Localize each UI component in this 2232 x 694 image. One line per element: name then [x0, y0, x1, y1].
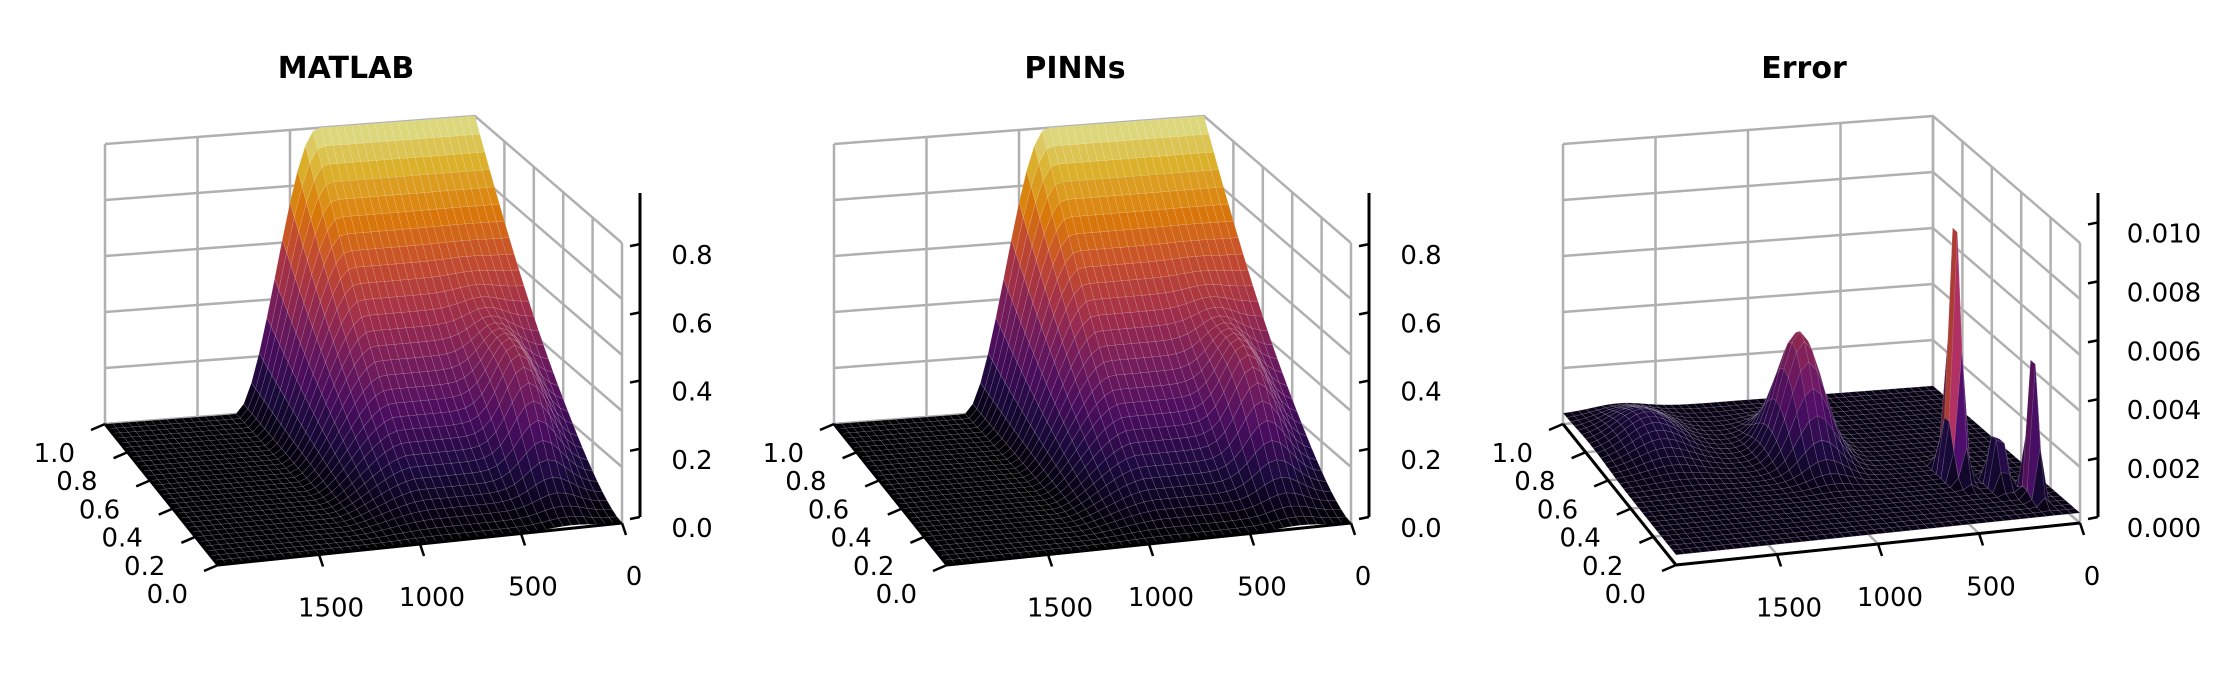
x-tick — [1661, 563, 1677, 573]
x-tick — [909, 535, 925, 544]
panel-matlab: 1500 1000 500 01.00.80.60.40.20.00.00.20.40… — [34, 51, 713, 624]
t-tick — [1147, 543, 1155, 557]
t-tick-label: 1500 — [1027, 594, 1093, 624]
t-tick-label: 1000 — [1857, 583, 1923, 613]
x-tick — [819, 422, 835, 432]
x-tick — [203, 563, 219, 573]
t-tick-label: 1500 — [298, 594, 364, 624]
z-tick-label: 0.4 — [1400, 378, 1441, 408]
z-tick-label: 0.004 — [2127, 396, 2201, 426]
x-tick — [1571, 451, 1587, 460]
x-tick-label: 0.4 — [830, 524, 871, 554]
t-tick — [418, 543, 426, 557]
t-tick-label: 500 — [1966, 573, 2016, 603]
x-tick — [864, 479, 880, 488]
x-tick — [842, 451, 858, 460]
z-tick-label: 0.8 — [671, 241, 712, 271]
x-tick-label: 0.4 — [1559, 524, 1600, 554]
x-tick-label: 0.6 — [79, 495, 120, 525]
x-tick-label: 0.2 — [853, 552, 894, 582]
t-tick — [1775, 554, 1783, 567]
z-tick — [629, 447, 641, 453]
x-tick — [1638, 535, 1654, 544]
t-tick — [1046, 554, 1054, 567]
x-tick — [1616, 507, 1632, 516]
z-tick — [629, 242, 641, 248]
t-tick — [519, 533, 527, 546]
t-tick — [2078, 522, 2086, 536]
t-tick-label: 1000 — [1128, 583, 1194, 613]
z-tick-label: 0.006 — [2127, 337, 2201, 367]
t-tick-label: 1500 — [1756, 594, 1822, 624]
x-tick-label: 0.8 — [785, 467, 826, 497]
x-tick-label: 0.8 — [56, 467, 97, 497]
axes: 1500 1000 500 01.00.80.60.40.20.00.00.20.40… — [34, 193, 713, 624]
surface — [1562, 227, 2081, 556]
surface — [104, 115, 623, 566]
x-tick — [180, 535, 196, 544]
x-tick-label: 0.2 — [124, 552, 165, 582]
x-tick-label: 1.0 — [1492, 439, 1533, 469]
t-tick-label: 500 — [1237, 573, 1287, 603]
t-tick-label: 1000 — [399, 583, 465, 613]
z-tick-label: 0.6 — [671, 309, 712, 339]
z-tick-label: 0.000 — [2127, 514, 2201, 544]
z-tick — [629, 379, 641, 384]
x-tick-label: 0.0 — [1605, 580, 1646, 610]
z-tick — [1358, 515, 1370, 521]
chart-title: Error — [1761, 51, 1847, 86]
panel-pinns: 1500 1000 500 01.00.80.60.40.20.00.00.20.40… — [763, 51, 1442, 624]
t-tick-label: 0 — [1355, 562, 1372, 592]
z-tick-label: 0.010 — [2127, 219, 2201, 249]
z-tick-label: 0.6 — [1400, 309, 1441, 339]
z-tick-label: 0.002 — [2127, 455, 2201, 485]
x-tick-label: 0.4 — [101, 524, 142, 554]
z-tick — [629, 515, 641, 521]
x-tick — [1593, 479, 1609, 488]
t-tick — [1977, 533, 1985, 546]
z-tick-label: 0.2 — [1400, 446, 1441, 476]
x-tick — [113, 451, 129, 460]
x-tick-label: 0.0 — [876, 580, 917, 610]
x-tick — [135, 479, 151, 488]
x-tick — [90, 422, 106, 432]
x-tick — [887, 507, 903, 516]
x-tick-label: 1.0 — [34, 439, 75, 469]
chart-title: MATLAB — [278, 51, 414, 86]
t-tick — [620, 522, 628, 536]
x-tick — [932, 563, 948, 573]
t-tick-label: 0 — [2084, 562, 2101, 592]
panel-error: 1500 1000 500 0 1.00.80.60.40.20.0 0.000 0.002… — [1492, 51, 2202, 624]
x-tick-label: 0.0 — [147, 580, 188, 610]
chart-title: PINNs — [1024, 51, 1125, 86]
z-tick-label: 0.4 — [671, 378, 712, 408]
z-tick — [2087, 515, 2099, 521]
t-tick — [1349, 522, 1357, 536]
z-tick-label: 0.0 — [1400, 514, 1441, 544]
x-tick-label: 0.6 — [1537, 495, 1578, 525]
x-tick — [158, 507, 174, 516]
z-tick-label: 0.0 — [671, 514, 712, 544]
t-tick-label: 500 — [508, 573, 558, 603]
x-tick — [1548, 422, 1564, 432]
surface — [833, 115, 1352, 566]
z-tick-label: 0.008 — [2127, 278, 2201, 308]
t-tick — [1876, 543, 1884, 557]
t-tick — [317, 554, 325, 567]
t-tick-label: 0 — [626, 562, 643, 592]
x-tick-label: 0.2 — [1582, 552, 1623, 582]
x-tick-label: 1.0 — [763, 439, 804, 469]
z-tick-label: 0.2 — [671, 446, 712, 476]
z-tick — [629, 311, 641, 316]
x-tick-label: 0.8 — [1514, 467, 1555, 497]
x-axis-line — [103, 423, 220, 566]
t-tick — [1248, 533, 1256, 546]
z-tick-label: 0.8 — [1400, 241, 1441, 271]
x-tick-label: 0.6 — [808, 495, 849, 525]
